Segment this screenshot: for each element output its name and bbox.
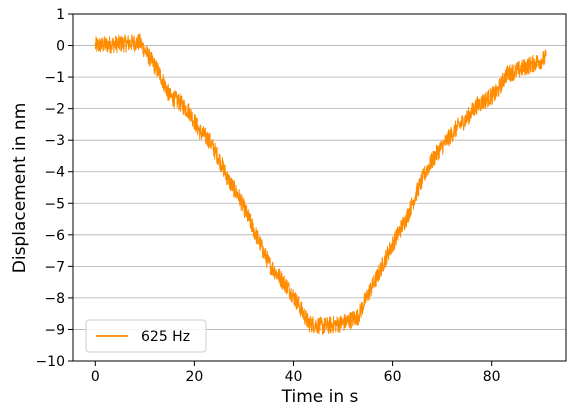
y-axis-label: Displacement in nm <box>10 103 30 274</box>
y-tick-label: −2 <box>44 102 65 118</box>
gridlines <box>73 45 566 330</box>
y-tick-label: −1 <box>44 70 65 86</box>
y-tick-label: −6 <box>44 228 65 244</box>
series-group <box>94 33 547 335</box>
y-tick-label: −9 <box>44 322 65 338</box>
y-tick-label: 1 <box>56 7 65 23</box>
series-line <box>94 33 547 335</box>
y-tick-label: −10 <box>35 354 65 370</box>
x-tick-label: 80 <box>483 369 501 385</box>
legend-box <box>85 319 207 353</box>
x-tick-label: 20 <box>185 369 203 385</box>
y-tick-label: 0 <box>56 39 65 55</box>
y-tick-label: −4 <box>44 165 65 181</box>
legend-label: 625 Hz <box>141 329 190 345</box>
y-tick-label: −7 <box>44 259 65 275</box>
y-axis: 1 0 −1 −2 −3 −4 −5 −6 −7 −8 −9 −10 <box>35 7 73 370</box>
x-tick-label: 60 <box>384 369 402 385</box>
plot-frame <box>72 13 567 362</box>
legend: 625 Hz <box>85 319 207 353</box>
y-tick-label: −8 <box>44 291 65 307</box>
y-tick-label: −5 <box>44 196 65 212</box>
x-axis: 0 20 40 60 80 <box>91 361 501 385</box>
x-axis-label: Time in s <box>281 387 359 407</box>
x-tick-label: 40 <box>285 369 303 385</box>
x-tick-label: 0 <box>91 369 100 385</box>
y-tick-label: −3 <box>44 133 65 149</box>
